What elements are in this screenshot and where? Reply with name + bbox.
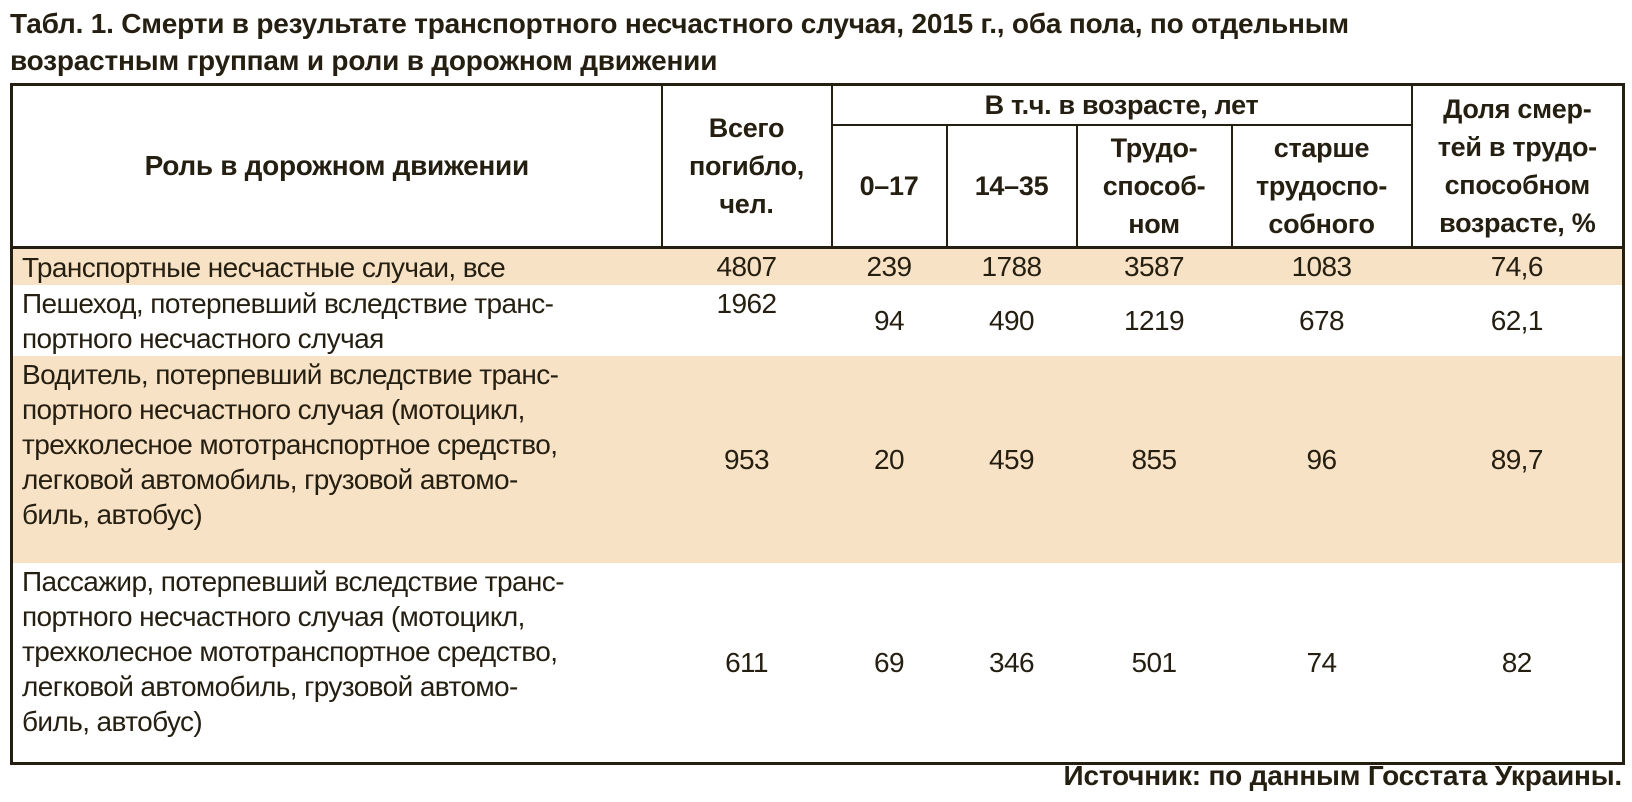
cell-total: 1962 [716,288,777,319]
table-row: Транспортные несчастные случаи, все 4807… [11,247,1624,285]
cell-age-0-17: 20 [874,444,905,475]
column-header-role: Роль в дорожном движении [10,83,663,249]
cell-age-14-35: 490 [989,305,1035,336]
cell-share: 82 [1501,646,1533,678]
cell-age-14-35: 459 [989,444,1035,475]
cell-older: 678 [1299,305,1345,336]
row-label: Транспортные несчастные случаи, все [22,251,506,283]
cell-age-14-35: 1788 [981,251,1042,283]
cell-age-0-17: 239 [866,251,913,283]
cell-older: 1083 [1291,251,1352,283]
table-row: Пассажир, потерпевший вследствие транс- … [12,563,1624,763]
column-header-age-group: В т.ч. в возрасте, лет [830,83,1413,126]
column-header-share: Доля смер- тей в трудо- способном возрас… [1410,83,1625,249]
cell-working: 3587 [1124,251,1184,283]
cell-total: 611 [725,646,768,678]
cell-total: 4807 [716,251,777,283]
table-title: Табл. 1. Смерти в результате транспортно… [10,8,1349,76]
cell-working: 855 [1131,444,1178,475]
column-header-total: Всего погибло, чел. [660,83,833,249]
cell-share: 89,7 [1490,444,1544,475]
cell-working: 501 [1131,646,1178,678]
cell-older: 74 [1306,646,1338,678]
cell-age-0-17: 69 [874,646,905,678]
mortality-table: Роль в дорожном движении Всего погибло, … [10,83,1626,765]
table-body: Транспортные несчастные случаи, все 4807… [11,247,1624,763]
cell-total: 953 [724,444,770,475]
table-row: Пешеход, потерпевший вследствие транс- п… [12,285,1624,356]
table-row: Водитель, потерпевший вследствие транс- … [11,356,1624,563]
column-header-age-0-17: 0–17 [830,124,948,249]
column-header-age-older: старше трудоспо- собного [1230,124,1413,249]
row-label: Пассажир, потерпевший вследствие транс- … [22,566,565,737]
cell-age-14-35: 346 [989,646,1035,678]
cell-working: 1219 [1124,305,1184,336]
row-label: Пешеход, потерпевший вследствие транс- п… [22,288,554,354]
cell-share: 74,6 [1490,251,1544,283]
source-note: Источник: по данным Госстата Украины. [1063,760,1623,791]
cell-share: 62,1 [1490,305,1544,336]
cell-age-0-17: 94 [874,305,905,336]
column-header-age-14-35: 14–35 [945,124,1078,249]
cell-older: 96 [1306,444,1338,475]
table-header: Роль в дорожном движении Всего погибло, … [10,83,1625,249]
row-label: Водитель, потерпевший вследствие транс- … [22,359,559,530]
column-header-age-working: Трудо- способ- ном [1075,124,1233,249]
